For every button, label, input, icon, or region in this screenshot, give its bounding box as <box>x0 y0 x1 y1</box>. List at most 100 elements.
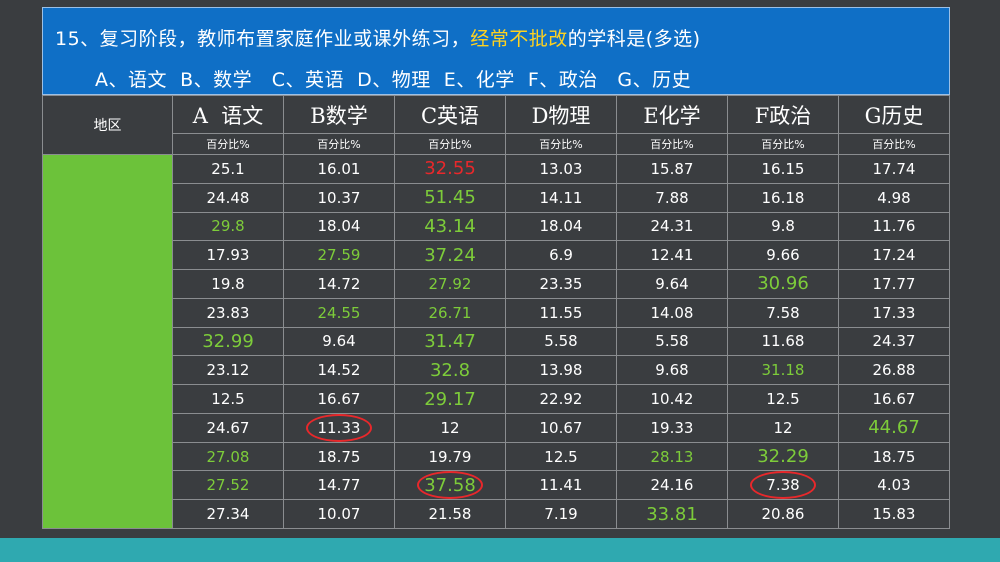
value-cell: 14.08 <box>616 297 728 328</box>
value-text: 16.01 <box>317 159 361 178</box>
value-text: 16.15 <box>761 159 805 178</box>
value-text: 25.1 <box>211 159 245 178</box>
value-cell: 27.92 <box>394 269 506 299</box>
value-text: 18.04 <box>317 217 361 236</box>
value-text: 13.98 <box>539 361 583 380</box>
value-cell: 12.5 <box>172 384 284 414</box>
value-cell: 32.99 <box>172 326 284 357</box>
value-text: 5.58 <box>655 332 689 351</box>
question-text: 15、复习阶段，教师布置家庭作业或课外练习，经常不批改的学科是(多选) <box>55 24 701 51</box>
value-text: 32.8 <box>429 359 471 381</box>
value-cell: 9.66 <box>727 240 839 271</box>
unit-header: 百分比% <box>727 133 839 155</box>
value-cell: 13.98 <box>505 355 617 386</box>
value-text: 16.67 <box>317 390 361 408</box>
value-cell: 19.79 <box>394 441 506 472</box>
value-cell: 17.74 <box>838 154 950 184</box>
value-cell: 6.9 <box>505 240 617 271</box>
value-cell: 44.67 <box>838 412 950 443</box>
value-text: 22.92 <box>539 390 583 408</box>
value-cell: 27.34 <box>172 499 284 529</box>
value-text: 14.11 <box>539 188 583 207</box>
value-text: 11.55 <box>539 303 583 322</box>
value-cell: 14.11 <box>505 182 617 213</box>
value-text: 44.67 <box>868 417 920 439</box>
table-row: 32.99 9.64 31.47 5.58 5.58 11.68 24.37 <box>43 326 950 357</box>
subject-header: C英语 <box>394 95 506 134</box>
value-text: 27.08 <box>206 447 250 466</box>
value-text: 23.12 <box>206 361 250 380</box>
value-text: 29.8 <box>211 217 245 236</box>
value-cell: 18.04 <box>283 211 395 242</box>
value-cell: 33.81 <box>616 499 728 529</box>
value-text: 7.88 <box>655 188 689 207</box>
question-header: 15、复习阶段，教师布置家庭作业或课外练习，经常不批改的学科是(多选) A、语文… <box>42 7 950 95</box>
region-header: 地区 <box>42 95 173 155</box>
value-text: 12.5 <box>544 447 578 466</box>
unit-header: 百分比% <box>505 133 617 155</box>
table-row: 27.34 10.07 21.58 7.19 33.81 20.86 15.83 <box>43 499 950 529</box>
value-text: 15.83 <box>872 505 916 524</box>
value-cell: 12.41 <box>616 240 728 271</box>
value-cell: 14.77 <box>283 470 395 501</box>
value-text: 24.48 <box>206 188 250 207</box>
value-cell: 30.96 <box>727 269 839 299</box>
value-text: 32.29 <box>757 446 809 468</box>
value-cell: 11.41 <box>505 470 617 501</box>
value-cell: 31.47 <box>394 326 506 357</box>
value-cell: 24.16 <box>616 470 728 501</box>
table-row: 17.93 27.59 37.24 6.9 12.41 9.66 17.24 <box>43 240 950 271</box>
value-text: 32.55 <box>424 158 476 180</box>
value-text: 37.24 <box>424 244 476 266</box>
value-cell: 10.67 <box>505 412 617 443</box>
value-cell: 12 <box>394 412 506 443</box>
value-cell: 16.67 <box>283 384 395 414</box>
value-cell: 28.13 <box>616 441 728 472</box>
value-cell: 22.92 <box>505 384 617 414</box>
value-cell: 17.93 <box>172 240 284 271</box>
value-text: 9.8 <box>771 217 795 236</box>
value-cell: 51.45 <box>394 182 506 213</box>
value-text: 5.58 <box>544 332 578 351</box>
value-cell: 18.75 <box>838 441 950 472</box>
unit-header: 百分比% <box>172 133 284 155</box>
value-cell: 16.01 <box>283 154 395 184</box>
value-text: 43.14 <box>424 215 476 237</box>
value-cell: 16.18 <box>727 182 839 213</box>
value-text: 37.58 <box>424 474 476 496</box>
value-text: 12.5 <box>766 390 800 408</box>
value-cell: 19.33 <box>616 412 728 443</box>
value-text: 19.8 <box>211 274 245 293</box>
value-cell: 43.14 <box>394 211 506 242</box>
subject-header: F政治 <box>727 95 839 134</box>
value-text: 24.55 <box>317 303 361 322</box>
subject-header: G历史 <box>838 95 950 134</box>
value-cell: 23.12 <box>172 355 284 386</box>
value-cell: 9.64 <box>616 269 728 299</box>
value-text: 11.41 <box>539 476 583 495</box>
value-cell: 14.72 <box>283 269 395 299</box>
question-suffix: 的学科是(多选) <box>567 28 701 50</box>
value-cell: 19.8 <box>172 269 284 299</box>
value-text: 14.77 <box>317 476 361 495</box>
value-cell: 23.35 <box>505 269 617 299</box>
table-row: 27.52 14.77 37.58 11.41 24.16 7.38 4.03 <box>43 470 950 501</box>
table-row: 23.12 14.52 32.8 13.98 9.68 31.18 26.88 <box>43 355 950 386</box>
value-cell: 9.8 <box>727 211 839 242</box>
value-cell: 26.88 <box>838 355 950 386</box>
value-text: 14.72 <box>317 274 361 293</box>
value-cell: 11.33 <box>283 412 395 443</box>
value-text: 10.42 <box>650 390 694 408</box>
value-text: 18.75 <box>872 447 916 466</box>
subject-header: D物理 <box>505 95 617 134</box>
value-text: 31.47 <box>424 330 476 352</box>
value-cell: 10.07 <box>283 499 395 529</box>
value-text: 26.71 <box>428 303 472 322</box>
value-cell: 5.58 <box>505 326 617 357</box>
value-text: 7.38 <box>766 476 800 495</box>
value-cell: 24.48 <box>172 182 284 213</box>
subject-header: E化学 <box>616 95 728 134</box>
region-cell <box>42 154 173 529</box>
value-cell: 7.38 <box>727 470 839 501</box>
value-text: 13.03 <box>539 159 583 178</box>
